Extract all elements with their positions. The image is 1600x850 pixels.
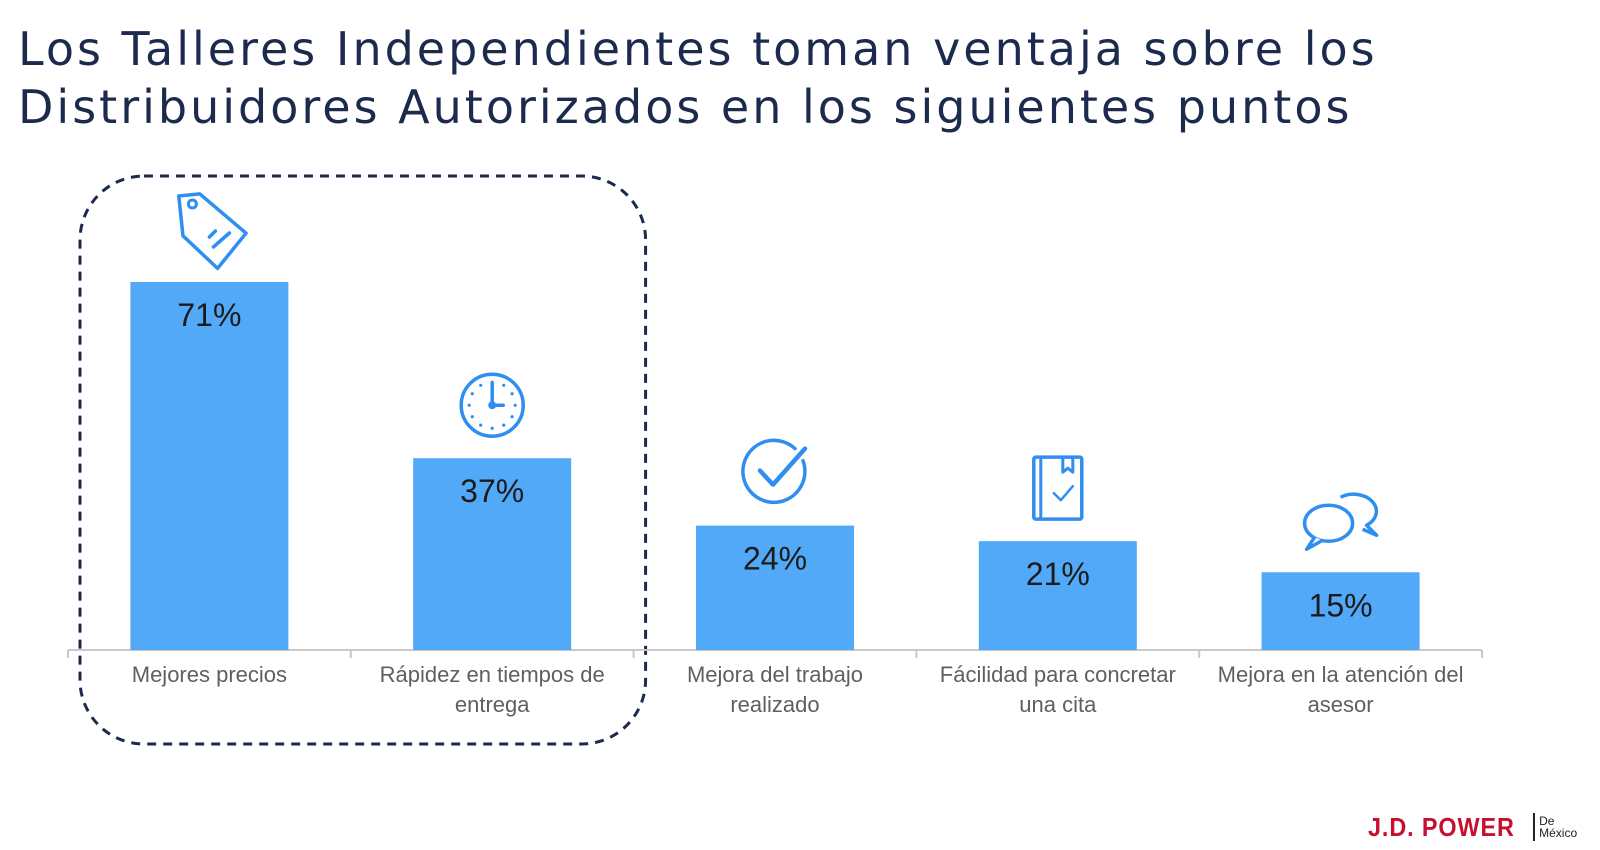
brand-subtitle: De México [1539,815,1577,839]
bar [1261,572,1420,650]
brand-separator [1533,813,1536,841]
bar [413,458,572,650]
bar-value-label: 24% [743,541,807,577]
bar-value-label: 21% [1026,556,1090,592]
check-circle-icon [741,438,808,505]
title-line-1: Los Talleres Independientes toman ventaj… [18,22,1378,76]
category-label: Fácilidad para concretar [940,662,1176,687]
clock-icon [459,372,525,438]
price-tag-icon [177,192,248,271]
category-label: una cita [1019,692,1097,717]
category-label: realizado [730,692,819,717]
brand-sub-1: De [1539,814,1555,828]
bar [978,541,1137,650]
bar-value-label: 15% [1309,587,1373,623]
bar-value-label: 71% [177,297,241,333]
bar [696,525,854,650]
bar [130,282,289,650]
brand-sub-2: México [1539,826,1578,840]
category-label: Mejores precios [132,662,287,687]
category-label: entrega [455,692,530,717]
category-label: Mejora del trabajo [687,662,863,687]
title-line-2: Distribuidores Autorizados en los siguie… [18,80,1353,134]
bar-value-label: 37% [460,473,524,509]
notebook-check-icon [1032,455,1084,521]
highlight-box [78,174,648,746]
brand-logo: J.D. POWER De México [1368,810,1577,844]
page-title: Los Talleres Independientes toman ventaj… [18,20,1578,136]
category-label: asesor [1308,692,1374,717]
category-label: Mejora en la atención del [1218,662,1464,687]
chat-bubbles-icon [1302,492,1379,552]
brand-name: J.D. POWER [1368,811,1515,842]
category-label: Rápidez en tiempos de [380,662,605,687]
